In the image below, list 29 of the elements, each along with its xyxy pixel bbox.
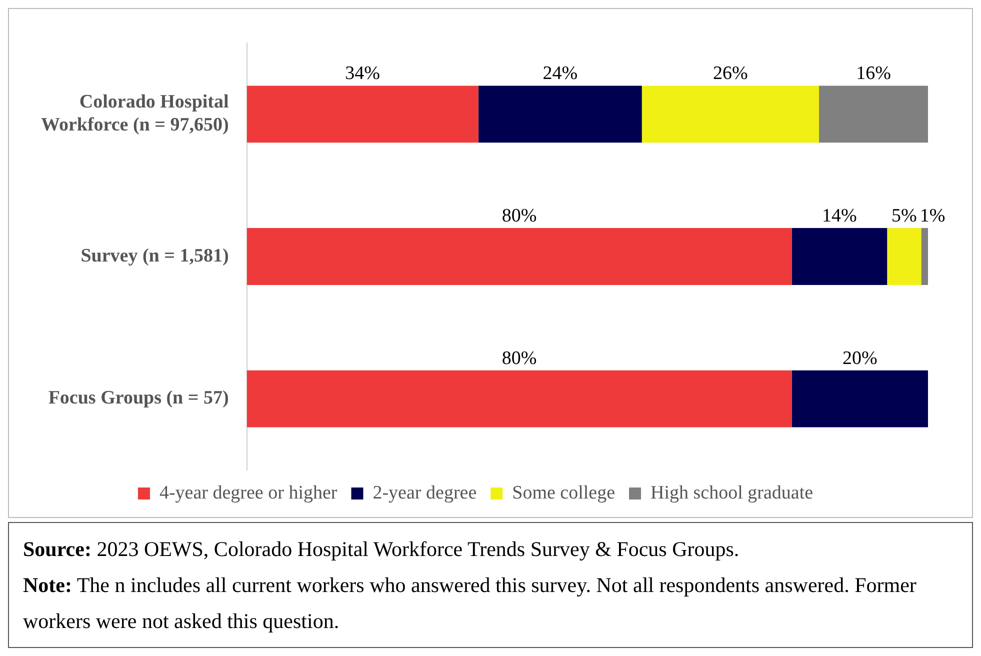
y-tick-label: Colorado Hospital Workforce (n = 97,650) bbox=[40, 92, 229, 136]
bar bbox=[921, 228, 928, 285]
source-note: Source: 2023 OEWS, Colorado Hospital Workforce Trends Survey & Focus Groups. bbox=[23, 537, 740, 561]
data-label: 26% bbox=[713, 63, 748, 84]
legend-label: 2-year degree bbox=[372, 482, 477, 504]
bar bbox=[246, 228, 792, 285]
data-label: 24% bbox=[542, 63, 578, 84]
legend-label: High school graduate bbox=[650, 482, 814, 504]
text: Note: The n includes all current workers who answered this survey. Not all respondents answered. Former workers were not asked this question. bbox=[23, 573, 916, 633]
bar bbox=[792, 370, 928, 428]
legend-label: 4-year degree or higher bbox=[159, 482, 338, 504]
bar bbox=[478, 86, 642, 143]
bar bbox=[792, 228, 888, 285]
bar bbox=[819, 86, 928, 143]
data-label: 80% bbox=[502, 348, 537, 369]
bar bbox=[887, 228, 922, 285]
y-tick-label: Survey (n = 1,581) bbox=[80, 245, 229, 266]
bar bbox=[246, 370, 792, 428]
bar bbox=[246, 86, 478, 143]
y-tick-label: Focus Groups (n = 57) bbox=[48, 388, 229, 409]
bar bbox=[642, 86, 820, 143]
data-label: 1% bbox=[920, 206, 946, 227]
data-label: 14% bbox=[822, 206, 858, 227]
legend-label: Some college bbox=[512, 482, 616, 504]
data-label: 80% bbox=[502, 206, 537, 227]
data-label: 34% bbox=[345, 63, 380, 84]
data-label: 20% bbox=[842, 348, 878, 369]
data-label: 5% bbox=[891, 206, 917, 227]
data-label: 16% bbox=[856, 63, 892, 84]
